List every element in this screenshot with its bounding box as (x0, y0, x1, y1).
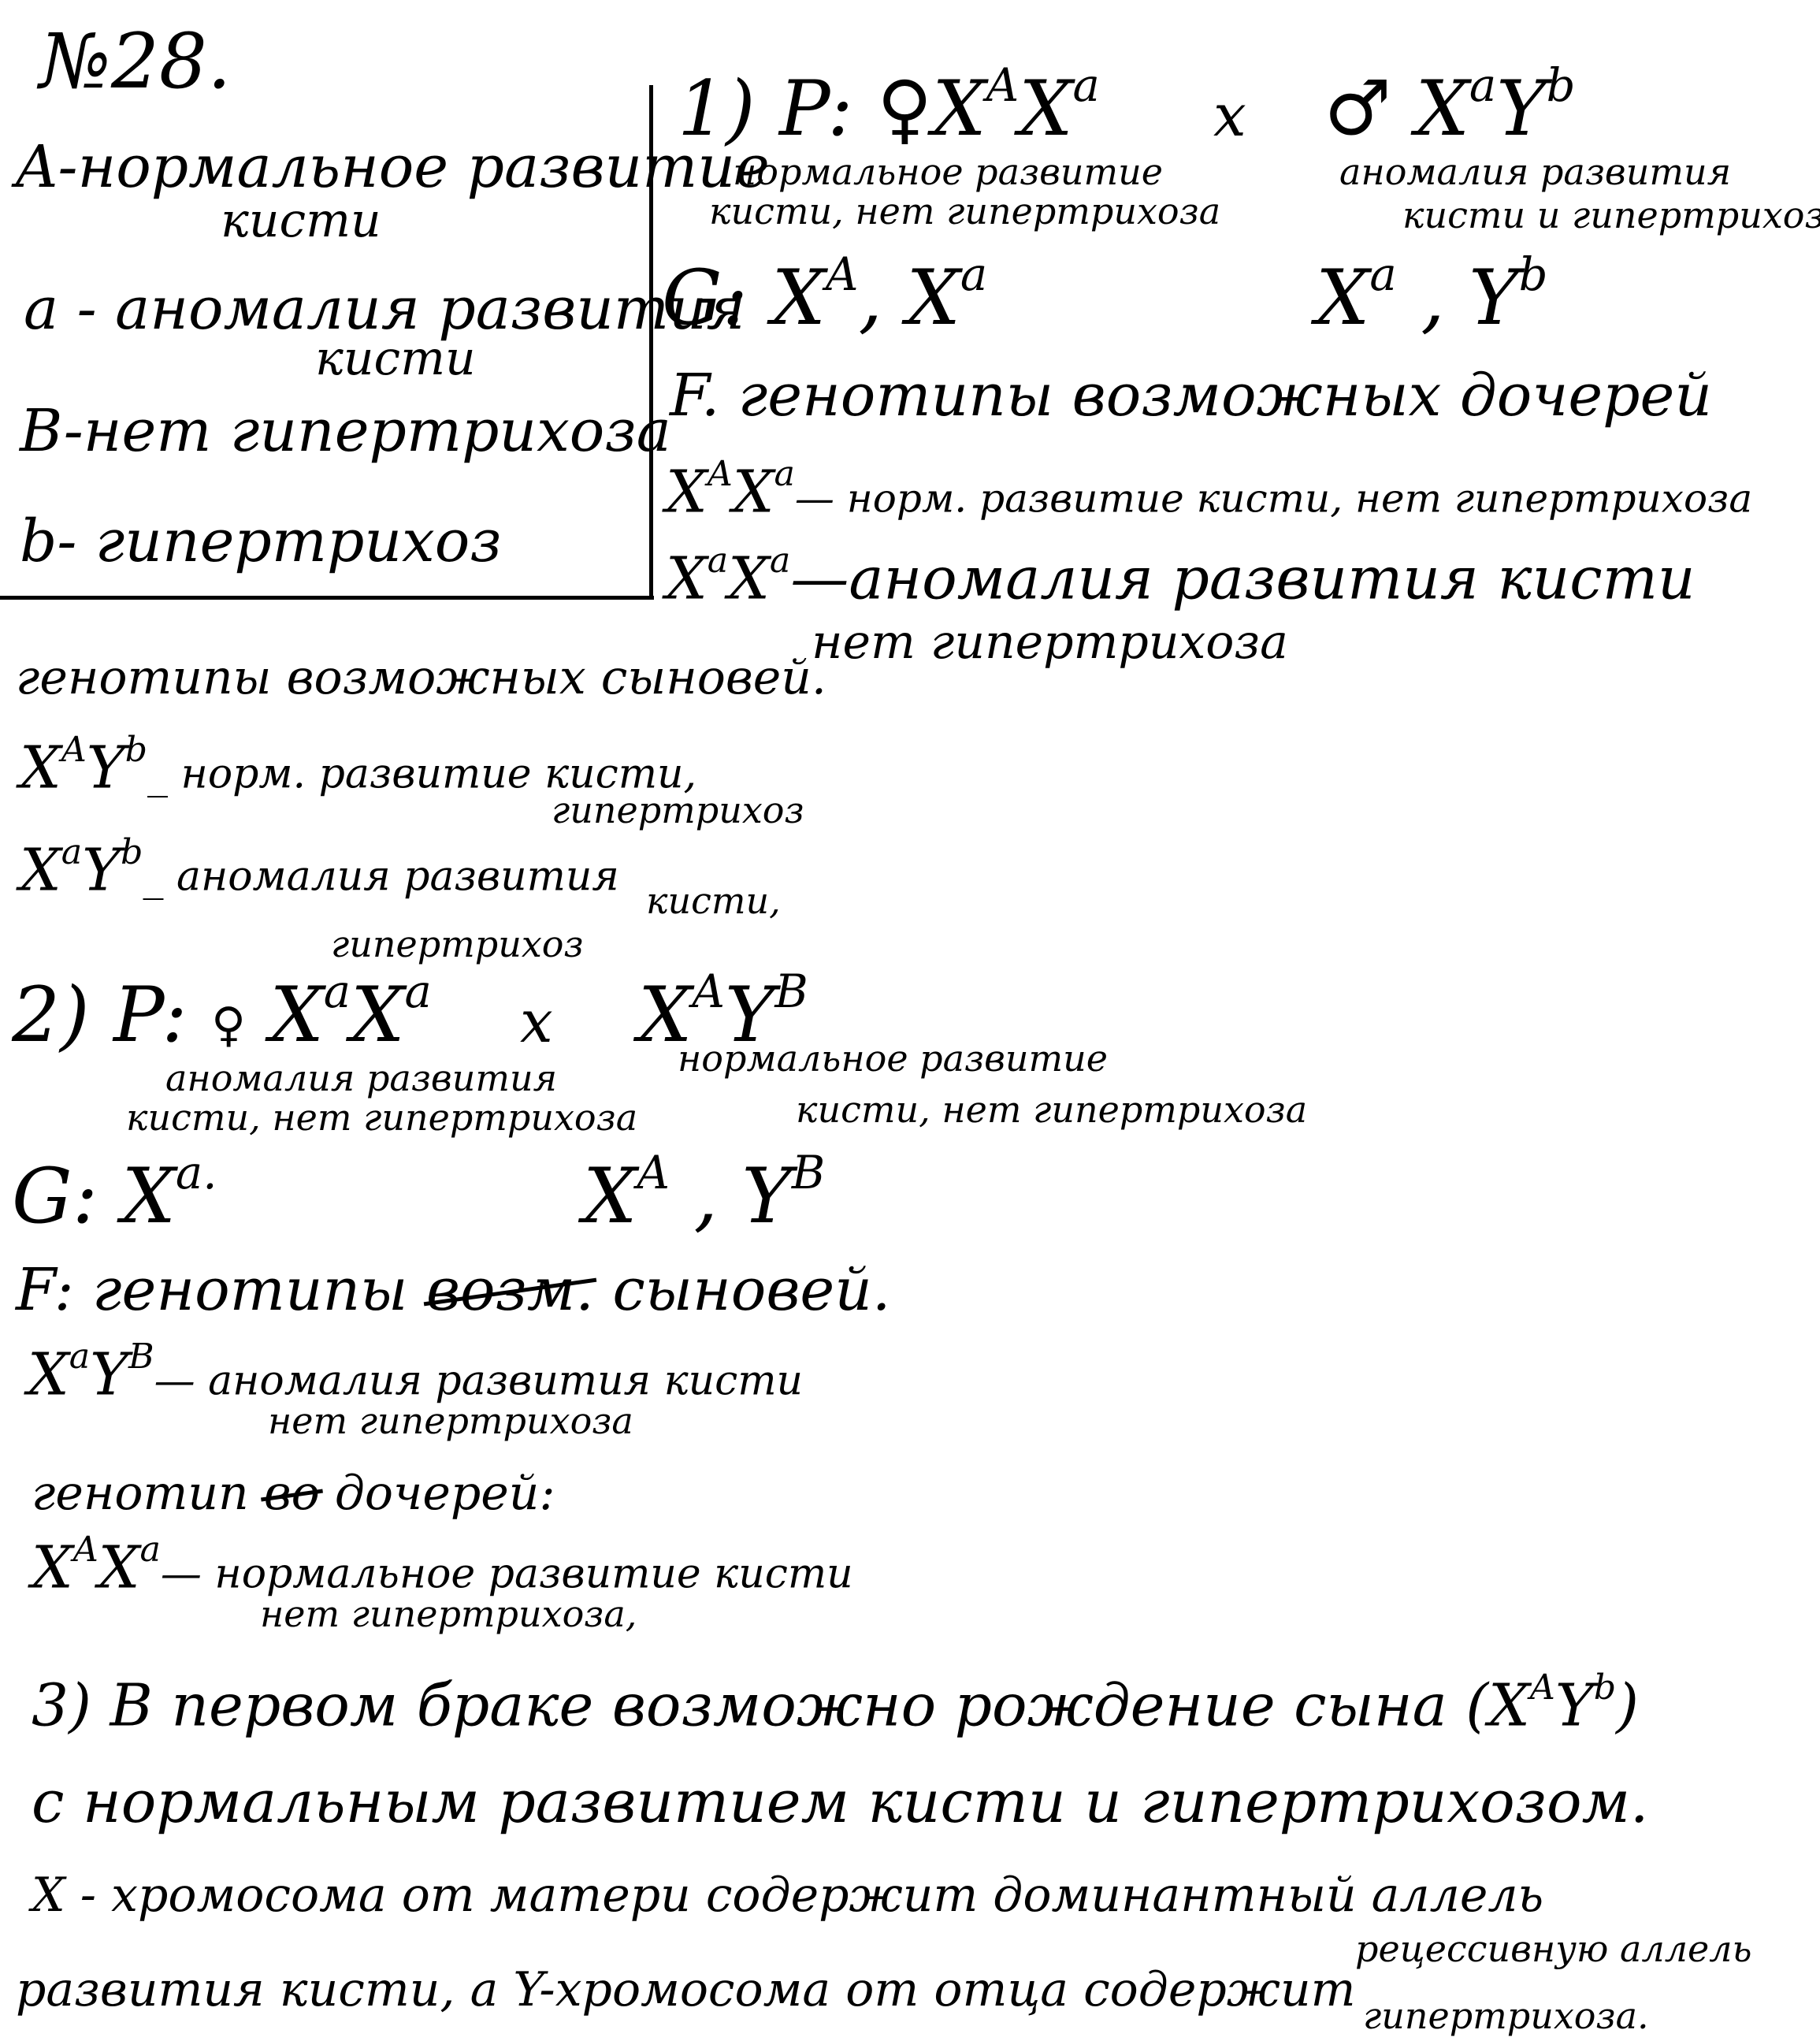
cross1-father-pheno-1: аномалия развития (1339, 151, 1732, 193)
cross1-son-2-cont2: гипертрихоз (331, 923, 584, 965)
cross1-son-2: XaYb_ аномалия развития (20, 832, 619, 905)
cross2-father: XAYB (638, 965, 808, 1060)
cross1-parents-mother: 1) P: ♀XAXa (678, 59, 1100, 154)
cross1-son-1-cont: гипертрихоз (552, 789, 804, 831)
legend-A: A-нормальное развитие (16, 133, 770, 201)
cross2-daughter-cont: нет гипертрихоза, (260, 1593, 637, 1635)
legend-A-cont: кисти (221, 193, 381, 248)
legend-a-cont: кисти (315, 331, 476, 386)
cross2-gametes-father: XA , YB (583, 1147, 826, 1241)
cross2-son: XaYB— аномалия развития кисти (28, 1337, 804, 1409)
cross1-mother-pheno-1: нормальное развитие (733, 151, 1164, 193)
cross2-mother-pheno-1: аномалия развития (165, 1057, 558, 1099)
cross1-gametes-mother: G: XA, Xa (662, 248, 988, 343)
cross1-daughter-2: XaXa—аномалия развития кисти (666, 541, 1696, 613)
cross1-p-label: 1) P: ♀ (678, 65, 933, 154)
cross1-daughter-2-cont: нет гипертрихоза (812, 615, 1288, 670)
task-number: №28. (39, 17, 232, 106)
cross1-sons-label: генотипы возможных сыновей. (16, 650, 826, 705)
conclusion-line-4: развития кисти, а Y-хромосома от отца со… (16, 1962, 1356, 2017)
cross1-mother-pheno-2: кисти, нет гипертрихоза (709, 190, 1221, 232)
cross1-father-pheno-2: кисти и гипертрихоз. (1402, 194, 1820, 236)
conclusion-line-3: X - хромосома от матери содержит доминан… (32, 1868, 1544, 1923)
cross2-father-pheno-1: нормальное развитие (678, 1037, 1109, 1080)
legend-box-bottom-border (0, 596, 654, 600)
cross2-cross-sign: x (520, 988, 553, 1056)
cross1-f-line: F. генотипы возможных дочерей (670, 362, 1713, 429)
cross2-gametes-mother: G: Xa. (12, 1147, 217, 1241)
cross2-daughter: XAXa— нормальное развитие кисти (32, 1530, 853, 1602)
conclusion-line-4-below: гипертрихоза. (1363, 1995, 1649, 2037)
cross1-son-1: XAYb_ норм. развитие кисти, (20, 730, 697, 802)
cross2-father-pheno-2: кисти, нет гипертрихоза (796, 1088, 1308, 1131)
cross1-daughter-1: XAXa— норм. развитие кисти, нет гипертри… (666, 454, 1753, 526)
legend-a: a - аномалия развития (24, 275, 745, 343)
conclusion-line-2: с нормальным развитием кисти и гипертрих… (32, 1768, 1649, 1836)
cross2-f-line: F: генотипы возм. сыновей. (16, 1256, 891, 1324)
cross1-son-2-cont: кисти, (646, 879, 781, 922)
cross2-parents: 2) P: ♀ XaXa (12, 965, 432, 1060)
legend-box-right-border (649, 85, 653, 599)
cross1-gametes-father: Xa , Yb (1316, 248, 1548, 343)
legend-b: b- гипертрихоз (20, 507, 502, 575)
cross1-cross-sign: x (1213, 82, 1246, 150)
conclusion-line-1: 3) В первом браке возможно рождение сына… (32, 1667, 1639, 1740)
conclusion-line-4-above: рецессивную аллель (1355, 1928, 1752, 1970)
cross1-parents-father: ♂ XaYb (1324, 59, 1576, 154)
cross2-son-cont: нет гипертрихоза (268, 1400, 633, 1442)
cross2-mother-pheno-2: кисти, нет гипертрихоза (126, 1096, 638, 1139)
legend-B: B-нет гипертрихоза (20, 397, 671, 465)
cross2-daughters-label: генотип во дочерей: (32, 1466, 555, 1521)
